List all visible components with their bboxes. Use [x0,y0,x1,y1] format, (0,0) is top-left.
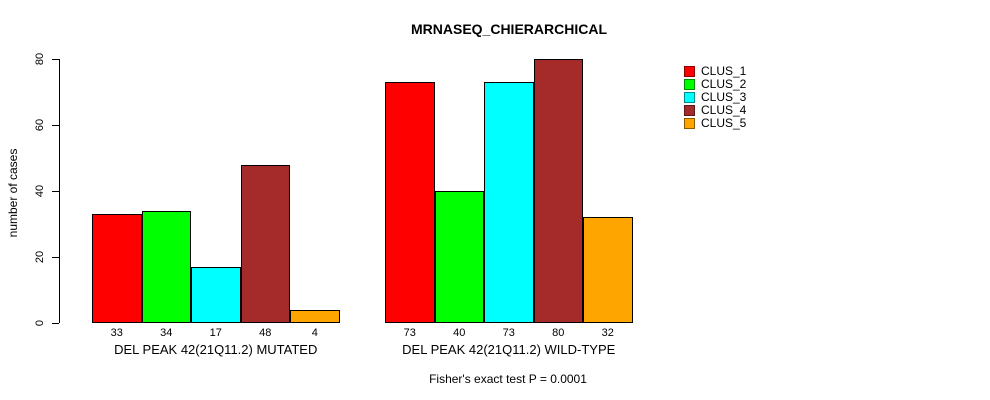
bar-clus_4-group2 [533,59,583,323]
bar-value-label: 48 [259,327,272,339]
legend-item-clus_4: CLUS_4 [684,104,746,117]
y-axis-tick [52,256,59,258]
legend-label: CLUS_4 [701,103,747,117]
bar-value-label: 17 [209,327,222,339]
y-axis-tick [52,124,59,126]
bar-clus_1-group1 [92,214,142,323]
legend-label: CLUS_1 [701,64,747,78]
legend-swatch [684,118,695,129]
legend-swatch [684,79,695,90]
legend-label: CLUS_2 [701,77,747,91]
legend-item-clus_1: CLUS_1 [684,65,746,78]
x-axis-group-label: DEL PEAK 42(21Q11.2) MUTATED [114,342,318,357]
legend-item-clus_3: CLUS_3 [684,91,746,104]
y-axis-tick-label: 40 [34,184,46,198]
bar-value-label: 33 [110,327,123,339]
y-axis-tick [52,190,59,192]
bar-value-label: 80 [552,327,565,339]
bar-clus_2-group2 [434,191,484,323]
bar-value-label: 40 [453,327,466,339]
x-axis-group-label: DEL PEAK 42(21Q11.2) WILD-TYPE [402,342,616,357]
y-axis-line [59,59,60,323]
y-axis-tick [52,58,59,60]
bar-clus_5-group1 [290,309,340,323]
bar-value-label: 73 [502,327,515,339]
legend-item-clus_2: CLUS_2 [684,78,746,91]
bar-clus_1-group2 [385,82,435,323]
y-axis-tick-label: 20 [34,250,46,264]
y-axis-label: number of cases [6,148,20,238]
y-axis-tick-label: 80 [34,52,46,66]
bar-value-label: 32 [601,327,614,339]
bar-clus_3-group2 [484,82,534,323]
bar-clus_4-group1 [240,164,290,323]
y-axis-tick-label: 60 [34,118,46,132]
chart-title: MRNASEQ_CHIERARCHICAL [410,21,608,37]
annotation-text: Fisher's exact test P = 0.0001 [429,372,587,386]
bar-value-label: 73 [403,327,416,339]
bar-value-label: 4 [311,327,318,339]
legend-label: CLUS_3 [701,90,747,104]
bar-value-label: 34 [160,327,173,339]
legend-label: CLUS_5 [701,116,747,130]
legend-swatch [684,105,695,116]
legend-swatch [684,66,695,77]
legend-item-clus_5: CLUS_5 [684,117,746,130]
legend-swatch [684,92,695,103]
bar-clus_5-group2 [583,217,633,323]
bar-clus_2-group1 [141,210,191,323]
y-axis-tick [52,322,59,324]
bar-clus_3-group1 [191,266,241,323]
y-axis-tick-label: 0 [34,319,46,327]
